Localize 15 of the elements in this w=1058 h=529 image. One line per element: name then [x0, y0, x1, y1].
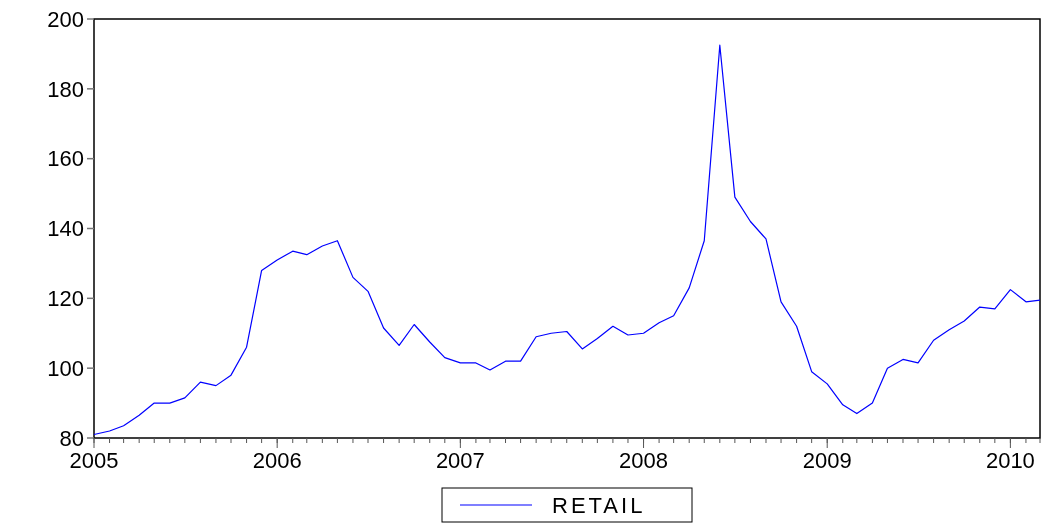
y-tick-label: 100: [47, 355, 84, 381]
legend-label: RETAIL: [552, 492, 646, 518]
y-tick-label: 180: [47, 76, 84, 102]
y-tick-label: 200: [47, 6, 84, 32]
x-tick-label: 2010: [985, 448, 1035, 473]
x-tick-label: 2009: [802, 448, 852, 473]
x-tick-label: 2008: [619, 448, 669, 473]
x-tick-label: 2006: [252, 448, 302, 473]
x-tick-label: 2007: [435, 448, 485, 473]
y-tick-label: 140: [47, 216, 84, 242]
y-tick-label: 160: [47, 146, 84, 172]
y-tick-label: 80: [59, 425, 84, 451]
y-tick-label: 120: [47, 286, 84, 312]
x-tick-label: 2005: [69, 448, 119, 473]
line-series: [93, 44, 1041, 436]
